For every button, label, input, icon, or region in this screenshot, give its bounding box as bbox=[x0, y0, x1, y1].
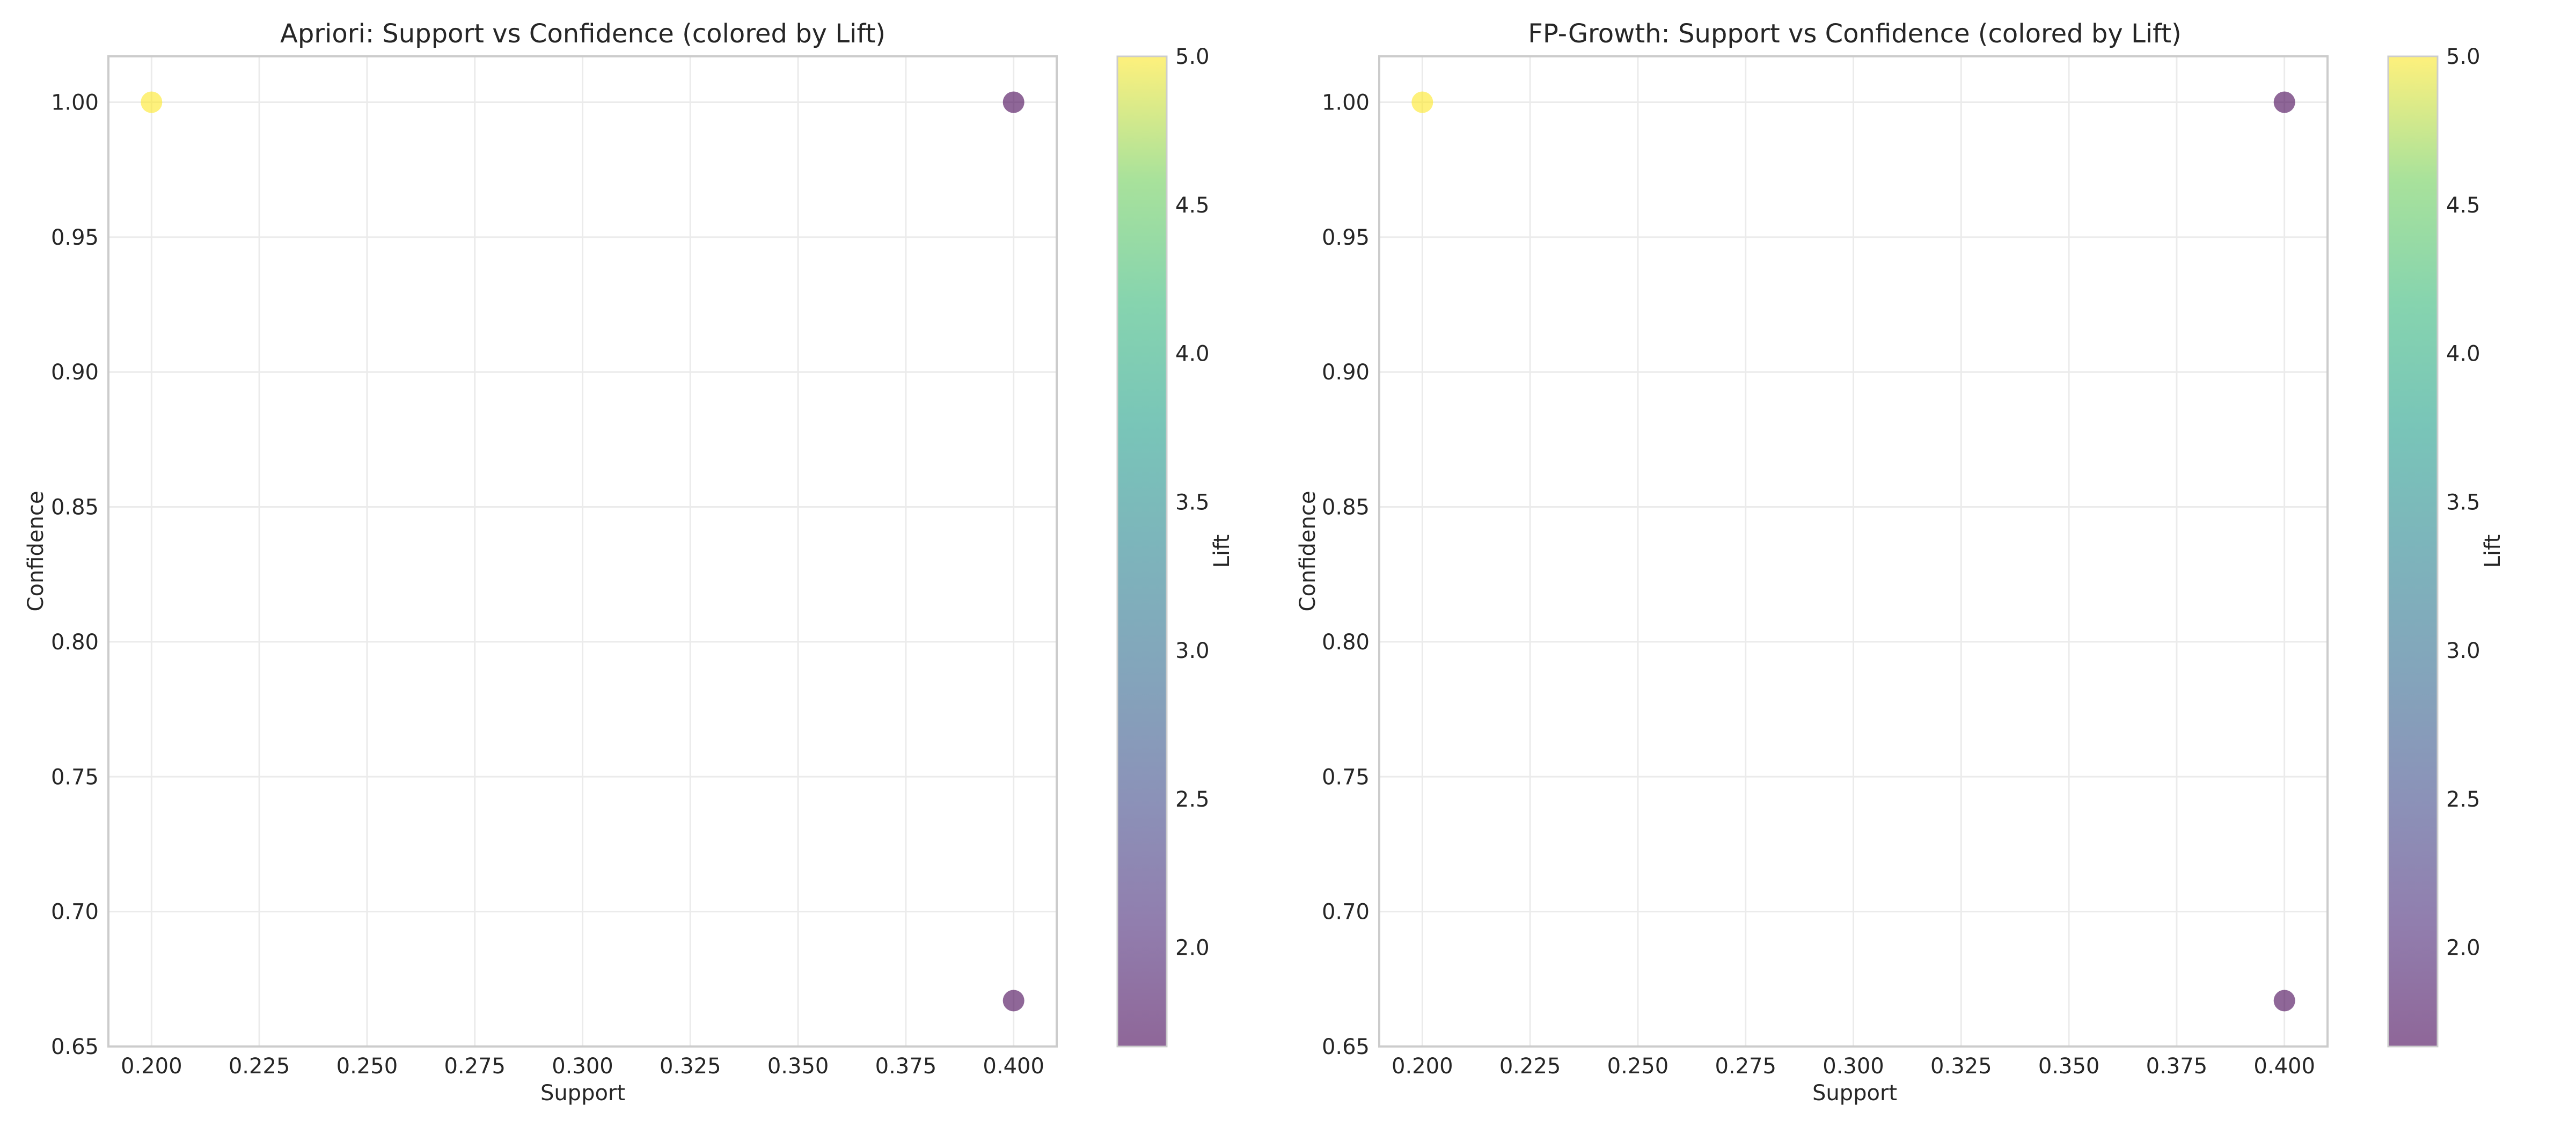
points-group bbox=[141, 91, 1024, 1012]
scatter-point bbox=[2273, 91, 2295, 113]
y-tick-label: 1.00 bbox=[1322, 90, 1370, 115]
grid-group bbox=[108, 56, 1057, 1048]
plot-frame bbox=[1378, 55, 2329, 1048]
chart-panel-apriori: Apriori: Support vs Confidence (colored … bbox=[24, 19, 1234, 1106]
colorbar-tick-label: 3.5 bbox=[1175, 490, 1210, 515]
x-tick-label: 0.325 bbox=[660, 1054, 721, 1079]
scatter-point bbox=[1411, 91, 1433, 113]
colorbar-tick-label: 2.5 bbox=[2446, 787, 2480, 812]
colorbar-tick-label: 2.0 bbox=[1175, 936, 1210, 961]
colorbar-tick-label: 5.0 bbox=[1175, 45, 1210, 69]
colorbar-tick-label: 2.0 bbox=[2446, 936, 2480, 961]
x-tick-label: 0.400 bbox=[2253, 1054, 2315, 1079]
colorbar-frame bbox=[1116, 55, 1168, 1048]
y-tick-label: 0.65 bbox=[1322, 1035, 1370, 1059]
y-tick-label: 0.95 bbox=[1322, 225, 1370, 250]
x-tick-label: 0.275 bbox=[1715, 1054, 1776, 1079]
y-tick-labels: 0.65 0.70 0.75 0.80 0.85 0.90 0.95 1.00 bbox=[1322, 90, 1370, 1059]
x-tick-label: 0.375 bbox=[2146, 1054, 2208, 1079]
colorbar-label: Lift bbox=[2480, 535, 2505, 568]
y-tick-label: 0.75 bbox=[1322, 765, 1370, 789]
y-tick-label: 1.00 bbox=[51, 90, 99, 115]
colorbar bbox=[2388, 56, 2438, 1046]
x-tick-label: 0.350 bbox=[2038, 1054, 2100, 1079]
x-tick-label: 0.375 bbox=[875, 1054, 937, 1079]
colorbar-tick-label: 4.5 bbox=[2446, 193, 2480, 218]
points-group bbox=[1411, 91, 2295, 1012]
colorbar-tick-label: 3.0 bbox=[2446, 639, 2480, 663]
y-tick-label: 0.65 bbox=[51, 1035, 99, 1059]
scatter-point bbox=[141, 91, 163, 113]
x-tick-label: 0.250 bbox=[336, 1054, 398, 1079]
colorbar-label: Lift bbox=[1210, 535, 1234, 568]
y-tick-label: 0.95 bbox=[51, 225, 99, 250]
chart-panel-fp-growth: FP-Growth: Support vs Confidence (colore… bbox=[1296, 19, 2505, 1106]
y-tick-label: 0.90 bbox=[51, 360, 99, 385]
x-tick-label: 0.225 bbox=[1499, 1054, 1561, 1079]
x-tick-label: 0.200 bbox=[1392, 1054, 1453, 1079]
y-tick-label: 0.70 bbox=[1322, 900, 1370, 925]
y-tick-label: 0.85 bbox=[1322, 495, 1370, 520]
x-tick-label: 0.225 bbox=[229, 1054, 290, 1079]
scatter-point bbox=[1002, 990, 1024, 1012]
scatter-point bbox=[2273, 990, 2295, 1012]
colorbar bbox=[1117, 56, 1167, 1046]
colorbar-tick-label: 4.0 bbox=[1175, 342, 1210, 367]
chart-title: FP-Growth: Support vs Confidence (colore… bbox=[1528, 19, 2182, 49]
x-tick-label: 0.300 bbox=[1823, 1054, 1884, 1079]
x-tick-label: 0.350 bbox=[767, 1054, 829, 1079]
x-tick-label: 0.325 bbox=[1930, 1054, 1992, 1079]
y-tick-label: 0.85 bbox=[51, 495, 99, 520]
scatter-point bbox=[1002, 91, 1024, 113]
colorbar-tick-label: 4.0 bbox=[2446, 342, 2480, 367]
y-axis-label: Confidence bbox=[1296, 491, 1320, 612]
x-tick-label: 0.300 bbox=[552, 1054, 613, 1079]
y-tick-label: 0.90 bbox=[1322, 360, 1370, 385]
x-tick-labels: 0.200 0.225 0.250 0.275 0.300 0.325 0.350 0.375… bbox=[121, 1054, 1044, 1079]
y-tick-label: 0.70 bbox=[51, 900, 99, 925]
colorbar-tick-label: 5.0 bbox=[2446, 45, 2480, 69]
x-axis-label: Support bbox=[1812, 1081, 1897, 1106]
y-tick-label: 0.80 bbox=[1322, 630, 1370, 655]
x-axis-label: Support bbox=[540, 1081, 625, 1106]
colorbar-frame bbox=[2387, 55, 2439, 1048]
x-tick-label: 0.275 bbox=[444, 1054, 506, 1079]
colorbar-tick-labels: 2.0 2.5 3.0 3.5 4.0 4.5 5.0 bbox=[1175, 45, 1210, 961]
y-tick-labels: 0.65 0.70 0.75 0.80 0.85 0.90 0.95 1.00 bbox=[51, 90, 99, 1059]
chart-title: Apriori: Support vs Confidence (colored … bbox=[280, 19, 885, 49]
grid-group bbox=[1379, 56, 2328, 1048]
colorbar-tick-labels: 2.0 2.5 3.0 3.5 4.0 4.5 5.0 bbox=[2446, 45, 2480, 961]
colorbar-tick-label: 3.5 bbox=[2446, 490, 2480, 515]
colorbar-tick-label: 4.5 bbox=[1175, 193, 1210, 218]
x-tick-label: 0.200 bbox=[121, 1054, 182, 1079]
x-tick-label: 0.400 bbox=[983, 1054, 1044, 1079]
y-axis-label: Confidence bbox=[24, 491, 48, 612]
y-tick-label: 0.75 bbox=[51, 765, 99, 789]
y-tick-label: 0.80 bbox=[51, 630, 99, 655]
colorbar-tick-label: 2.5 bbox=[1175, 787, 1210, 812]
colorbar-tick-label: 3.0 bbox=[1175, 639, 1210, 663]
x-tick-label: 0.250 bbox=[1607, 1054, 1669, 1079]
x-tick-labels: 0.200 0.225 0.250 0.275 0.300 0.325 0.350 0.375… bbox=[1392, 1054, 2315, 1079]
plot-frame bbox=[107, 55, 1058, 1048]
